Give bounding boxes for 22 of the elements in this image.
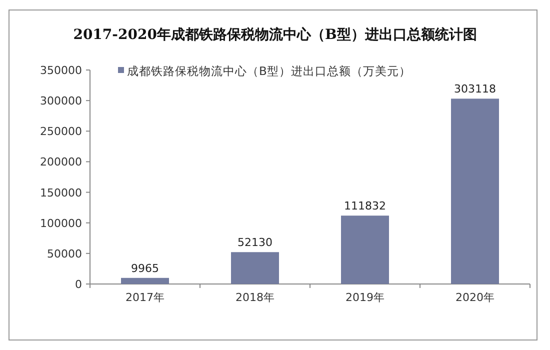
legend-label: 成都铁路保税物流中心（B型）进出口总额（万美元） bbox=[127, 64, 411, 78]
data-label: 52130 bbox=[238, 236, 272, 250]
y-tick-label: 100000 bbox=[40, 216, 82, 230]
y-tick-label: 250000 bbox=[40, 125, 82, 138]
x-tick-label: 2019年 bbox=[346, 291, 384, 304]
bar bbox=[341, 216, 389, 284]
y-tick-label: 150000 bbox=[40, 186, 82, 200]
x-tick-label: 2018年 bbox=[236, 291, 274, 304]
x-tick-label: 2020年 bbox=[456, 291, 494, 304]
y-tick-label: 50000 bbox=[47, 247, 82, 260]
data-label: 111832 bbox=[344, 200, 386, 213]
x-tick-label: 2017年 bbox=[126, 291, 164, 304]
data-label: 303118 bbox=[454, 82, 496, 96]
y-tick-label: 0 bbox=[75, 278, 82, 291]
y-tick-label: 350000 bbox=[40, 64, 82, 77]
bar bbox=[231, 252, 279, 284]
data-label: 9965 bbox=[131, 262, 159, 275]
y-tick-label: 200000 bbox=[40, 156, 82, 169]
bar bbox=[451, 98, 499, 284]
y-tick-label: 300000 bbox=[40, 94, 82, 108]
chart-title: 2017-2020年成都铁路保税物流中心（B型）进出口总额统计图 bbox=[73, 26, 477, 43]
bar bbox=[121, 278, 169, 284]
